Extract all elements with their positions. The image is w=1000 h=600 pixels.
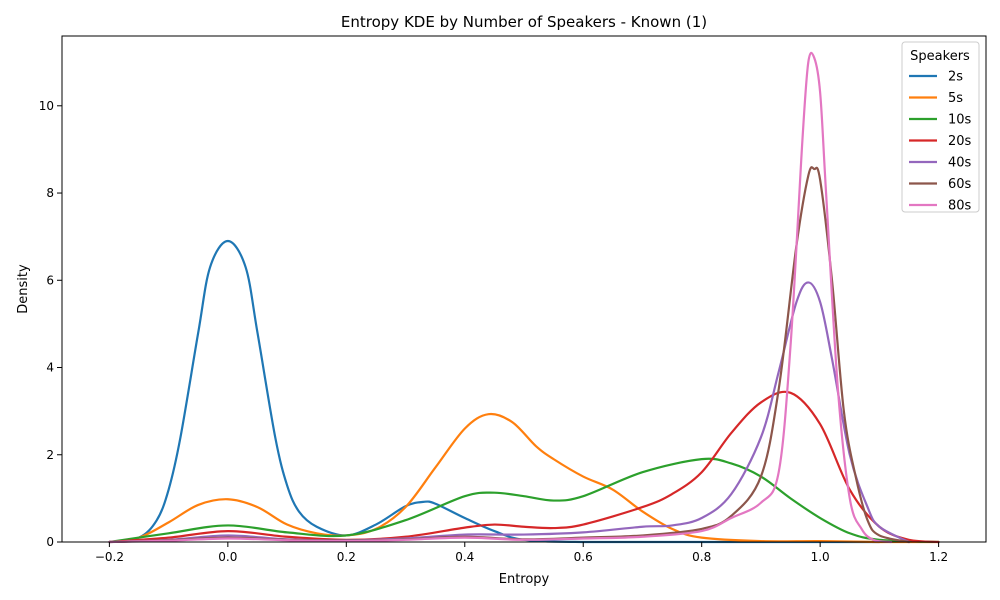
y-tick-label: 6 xyxy=(46,273,54,287)
y-axis: 0 2 4 6 8 10 xyxy=(39,99,62,549)
y-tick-label: 10 xyxy=(39,99,54,113)
x-axis: −0.2 0.0 0.2 0.4 0.6 0.8 1.0 1.2 xyxy=(95,542,948,564)
y-tick-label: 4 xyxy=(46,361,54,375)
x-tick-label: 0.0 xyxy=(218,550,237,564)
x-tick-label: −0.2 xyxy=(95,550,124,564)
legend-label-60s: 60s xyxy=(948,177,972,192)
y-tick-label: 2 xyxy=(46,448,54,462)
x-tick-label: 0.8 xyxy=(692,550,711,564)
y-tick-label: 0 xyxy=(46,535,54,549)
legend-label-10s: 10s xyxy=(948,113,972,128)
legend-box xyxy=(901,41,980,213)
x-tick-label: 1.0 xyxy=(811,550,830,564)
y-axis-label: Density xyxy=(16,264,31,314)
chart-title: Entropy KDE by Number of Speakers - Know… xyxy=(341,13,707,31)
series-layer xyxy=(108,51,940,544)
x-axis-label: Entropy xyxy=(499,572,550,587)
legend-title: Speakers xyxy=(910,49,970,64)
x-tick-label: 1.2 xyxy=(929,550,948,564)
x-tick-label: 0.6 xyxy=(574,550,593,564)
series-line-80s xyxy=(108,51,893,544)
legend-label-80s: 80s xyxy=(948,199,972,214)
legend-label-5s: 5s xyxy=(948,91,963,106)
legend-label-2s: 2s xyxy=(948,70,963,85)
legend: Speakers 2s 5s 10s 20s 40s 60s 80s xyxy=(901,41,980,214)
series-line-20s xyxy=(108,390,940,544)
x-tick-label: 0.4 xyxy=(455,550,474,564)
series-line-10s xyxy=(108,457,940,544)
x-tick-label: 0.2 xyxy=(337,550,356,564)
legend-label-20s: 20s xyxy=(948,134,972,149)
series-line-5s xyxy=(108,412,940,544)
y-tick-label: 8 xyxy=(46,186,54,200)
plot-frame xyxy=(61,35,987,543)
legend-label-40s: 40s xyxy=(948,156,972,171)
